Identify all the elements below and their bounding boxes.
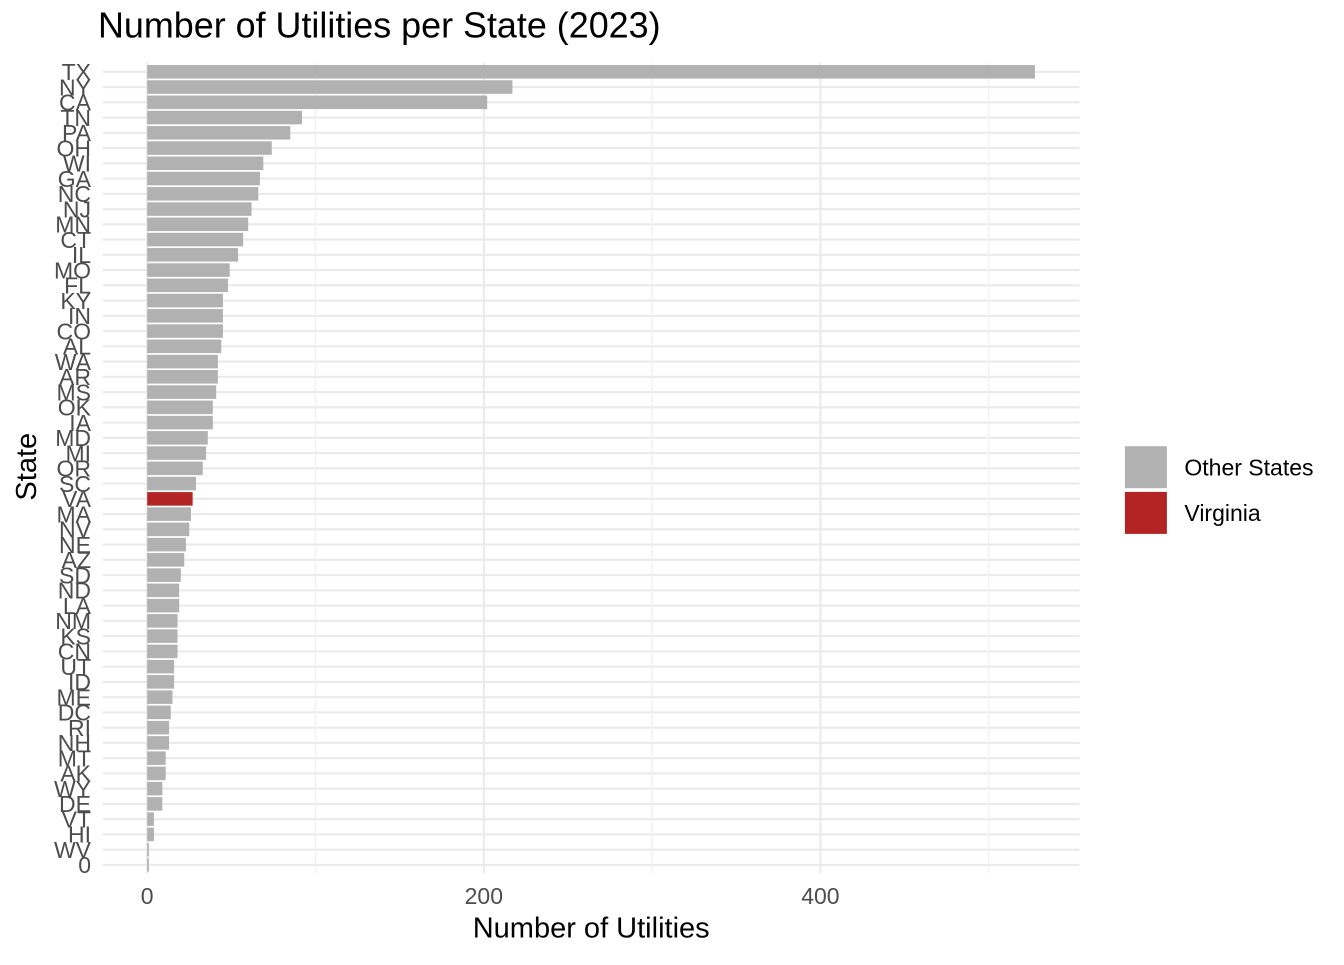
svg-text:MS: MS bbox=[57, 379, 92, 405]
svg-text:HI: HI bbox=[68, 822, 91, 848]
svg-text:OK: OK bbox=[58, 395, 92, 421]
svg-text:FL: FL bbox=[64, 273, 91, 299]
svg-text:NM: NM bbox=[55, 608, 91, 634]
svg-text:GA: GA bbox=[58, 166, 92, 192]
svg-text:MN: MN bbox=[55, 212, 91, 238]
svg-text:Number of Utilities per State: Number of Utilities per State (2023) bbox=[98, 5, 661, 45]
svg-text:WY: WY bbox=[54, 776, 91, 802]
svg-text:WA: WA bbox=[55, 349, 92, 375]
svg-text:CN: CN bbox=[58, 639, 91, 665]
svg-text:IA: IA bbox=[69, 410, 91, 436]
svg-text:IL: IL bbox=[72, 242, 91, 268]
svg-text:NV: NV bbox=[59, 517, 92, 543]
svg-text:UT: UT bbox=[60, 654, 91, 680]
svg-text:MT: MT bbox=[58, 745, 91, 771]
svg-text:WV: WV bbox=[54, 837, 92, 863]
svg-text:KS: KS bbox=[60, 623, 91, 649]
svg-text:Number of Utilities: Number of Utilities bbox=[473, 913, 710, 945]
svg-text:400: 400 bbox=[801, 883, 839, 909]
svg-text:NY: NY bbox=[59, 74, 91, 100]
svg-text:AR: AR bbox=[59, 364, 91, 390]
svg-text:CA: CA bbox=[59, 90, 92, 116]
svg-text:AL: AL bbox=[63, 334, 91, 360]
svg-text:0: 0 bbox=[141, 883, 154, 909]
svg-text:NC: NC bbox=[58, 181, 91, 207]
svg-text:State: State bbox=[11, 433, 43, 501]
svg-text:SC: SC bbox=[59, 471, 91, 497]
svg-text:TX: TX bbox=[62, 59, 91, 85]
svg-text:Virginia: Virginia bbox=[1184, 500, 1260, 526]
svg-text:NH: NH bbox=[58, 730, 91, 756]
svg-text:MO: MO bbox=[54, 257, 91, 283]
svg-text:OR: OR bbox=[57, 456, 92, 482]
svg-text:PA: PA bbox=[62, 120, 92, 146]
svg-text:ID: ID bbox=[68, 669, 91, 695]
svg-text:NE: NE bbox=[59, 532, 91, 558]
svg-text:IN: IN bbox=[68, 303, 91, 329]
svg-text:MA: MA bbox=[57, 501, 92, 527]
svg-text:SD: SD bbox=[59, 562, 91, 588]
svg-text:AZ: AZ bbox=[62, 547, 91, 573]
svg-text:ME: ME bbox=[57, 684, 92, 710]
svg-text:200: 200 bbox=[465, 883, 503, 909]
svg-text:ND: ND bbox=[58, 578, 91, 604]
svg-text:MD: MD bbox=[55, 425, 91, 451]
svg-text:OH: OH bbox=[57, 135, 92, 161]
svg-text:CT: CT bbox=[60, 227, 91, 253]
svg-text:RI: RI bbox=[68, 715, 91, 741]
svg-text:DC: DC bbox=[58, 700, 91, 726]
svg-text:LA: LA bbox=[63, 593, 92, 619]
svg-text:VT: VT bbox=[62, 806, 91, 832]
svg-text:DE: DE bbox=[59, 791, 91, 817]
svg-text:KY: KY bbox=[60, 288, 91, 314]
svg-text:Other States: Other States bbox=[1184, 454, 1313, 480]
svg-text:AK: AK bbox=[60, 761, 91, 787]
svg-text:NJ: NJ bbox=[63, 196, 91, 222]
svg-text:MI: MI bbox=[65, 440, 91, 466]
svg-text:VA: VA bbox=[62, 486, 92, 512]
svg-text:TN: TN bbox=[60, 105, 91, 131]
svg-text:0: 0 bbox=[78, 852, 91, 878]
svg-text:CO: CO bbox=[57, 318, 92, 344]
svg-text:WI: WI bbox=[63, 151, 91, 177]
